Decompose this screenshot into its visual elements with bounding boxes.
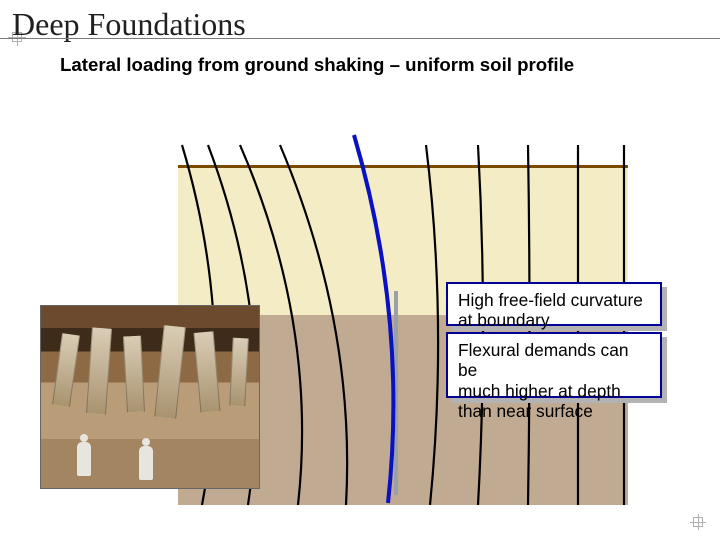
slide-subtitle: Lateral loading from ground shaking – un… (60, 54, 574, 76)
callout-line: much higher at depth (458, 381, 650, 401)
photo-pile-stub (86, 327, 112, 414)
callout-line: than near surface (458, 401, 650, 421)
pile-curve (426, 145, 438, 505)
photo-pile-stub (52, 333, 80, 407)
pile-curve-highlight (354, 135, 393, 503)
callout-line: High free-field curvature (458, 290, 650, 310)
photo-worker-icon (139, 446, 153, 480)
slide: Deep Foundations Lateral loading from gr… (0, 0, 720, 540)
site-photo (40, 305, 260, 489)
callout-curvature: High free-field curvatureat boundary (446, 282, 662, 326)
pile-curve (280, 145, 347, 505)
callout-line: Flexural demands can be (458, 340, 650, 381)
photo-worker-icon (77, 442, 91, 476)
photo-pile-stub (194, 331, 221, 412)
slide-title-text: Deep Foundations (12, 6, 246, 42)
callout-flexural: Flexural demands can bemuch higher at de… (446, 332, 662, 398)
corner-ornament-bottom-right (690, 514, 706, 530)
photo-pile-stub (229, 338, 249, 407)
title-underline (0, 38, 720, 39)
slide-subtitle-text: Lateral loading from ground shaking – un… (60, 54, 574, 75)
photo-pile-stub (123, 336, 145, 413)
photo-pile-stub (154, 325, 185, 419)
callout-line: at boundary (458, 310, 650, 330)
